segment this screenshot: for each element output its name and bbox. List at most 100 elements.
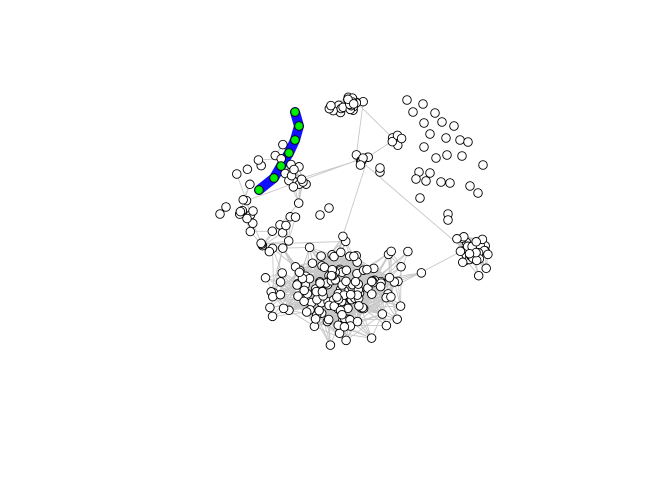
graph-node (438, 118, 447, 127)
graph-node (378, 310, 387, 319)
graph-node (356, 161, 365, 170)
graph-node (261, 274, 270, 283)
graph-node (416, 194, 425, 203)
path-node (295, 122, 304, 131)
graph-node (446, 179, 455, 188)
graph-node (431, 109, 440, 118)
graph-node (466, 182, 475, 191)
graph-node (420, 143, 429, 152)
graph-node (317, 252, 326, 261)
graph-node (295, 268, 304, 277)
graph-node (279, 140, 288, 149)
graph-node (318, 287, 327, 296)
graph-node (290, 165, 299, 174)
graph-node (249, 207, 258, 216)
graph-node (294, 199, 303, 208)
graph-node (419, 100, 428, 109)
graph-node (350, 252, 359, 261)
graph-node (367, 277, 376, 286)
graph-node (279, 244, 288, 253)
graph-node (484, 250, 493, 259)
graph-node (397, 263, 406, 272)
graph-node (266, 303, 275, 312)
graph-node (450, 122, 459, 131)
graph-node (385, 273, 394, 282)
graph-node (426, 169, 435, 178)
graph-node (327, 101, 336, 110)
graph-node (254, 156, 263, 165)
graph-node (236, 207, 245, 216)
graph-node (444, 216, 453, 225)
graph-node (456, 247, 465, 256)
graph-node (346, 290, 355, 299)
graph-node (342, 266, 351, 275)
graph-node (333, 293, 342, 302)
graph-node (324, 315, 333, 324)
graph-node (339, 232, 348, 241)
graph-node (482, 264, 491, 273)
graph-node (393, 315, 402, 324)
graph-node (291, 213, 300, 222)
graph-node (327, 271, 336, 280)
graph-node (458, 152, 467, 161)
graph-node (397, 134, 406, 143)
graph-node (297, 175, 306, 184)
path-node (291, 108, 300, 117)
graph-node (268, 312, 277, 321)
graph-node (305, 243, 314, 252)
graph-node (453, 235, 462, 244)
graph-node (308, 259, 317, 268)
graph-node (216, 210, 225, 219)
graph-node (316, 279, 325, 288)
graph-node (326, 341, 335, 350)
graph-node (458, 258, 467, 267)
graph-node (351, 277, 360, 286)
graph-node (246, 227, 255, 236)
graph-node (337, 248, 346, 257)
graph-node (276, 278, 285, 287)
graph-node (376, 164, 385, 173)
path-node (285, 149, 294, 158)
graph-node (426, 130, 435, 139)
graph-node (338, 311, 347, 320)
graph-node (320, 263, 329, 272)
graph-node (278, 269, 287, 278)
graph-node (300, 286, 309, 295)
path-node (291, 136, 300, 145)
graph-node (403, 96, 412, 105)
graph-node (474, 189, 483, 198)
graph-edge (401, 267, 402, 306)
graph-node (243, 214, 252, 223)
graph-node (442, 134, 451, 143)
graph-node (276, 290, 285, 299)
graph-node (443, 151, 452, 160)
graph-node (342, 336, 351, 345)
graph-node (404, 247, 413, 256)
graph-node (465, 249, 474, 258)
path-node (277, 162, 286, 171)
graph-node (420, 119, 429, 128)
graph-node (464, 138, 473, 147)
graph-node (472, 238, 481, 247)
graph-node (284, 237, 293, 246)
graph-node (363, 265, 372, 274)
graph-node (376, 282, 385, 291)
graph-node (417, 269, 426, 278)
graph-node (396, 302, 405, 311)
graph-node (437, 178, 446, 187)
graph-node (382, 321, 391, 330)
graph-node (315, 306, 324, 315)
graph-node (246, 180, 255, 189)
graph-node (355, 302, 364, 311)
graph-node (422, 177, 431, 186)
graph-node (353, 317, 362, 326)
graph-node (409, 108, 418, 117)
graph-node (279, 304, 288, 313)
graph-node (479, 161, 488, 170)
graph-node (293, 281, 302, 290)
path-node (270, 174, 279, 183)
graph-node (268, 227, 277, 236)
graph-node (387, 293, 396, 302)
